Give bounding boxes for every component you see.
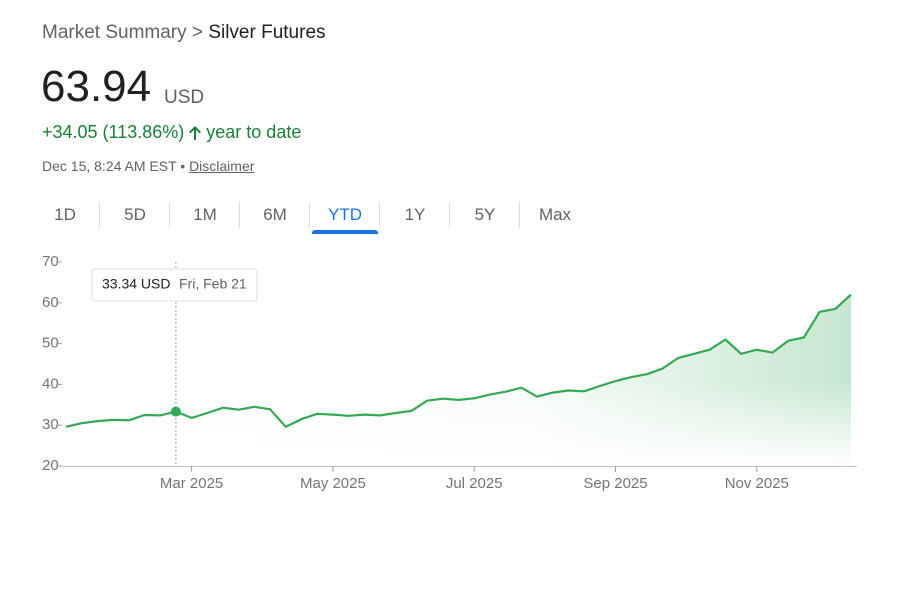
y-tick-label: 20	[42, 457, 59, 474]
breadcrumb-current: Silver Futures	[208, 22, 326, 43]
range-tab[interactable]: 1Y	[380, 200, 450, 232]
y-tick-label: 70	[42, 253, 59, 270]
range-tabs: 1D 5D 1M 6M YTD 1Y 5Y Max	[30, 200, 590, 234]
x-tick-label: Mar 2025	[160, 475, 223, 492]
breadcrumb-parent[interactable]: Market Summary	[42, 22, 187, 43]
hover-point	[170, 406, 181, 417]
breadcrumb-separator: >	[191, 22, 204, 43]
timestamp-row: Dec 15, 8:24 AM EST • Disclaimer	[42, 158, 254, 174]
tooltip-date: Fri, Feb 21	[179, 276, 247, 292]
price: 63.94	[41, 62, 152, 111]
x-tick-label: May 2025	[300, 475, 366, 492]
y-tick-label: 50	[42, 335, 59, 352]
up-arrow	[189, 125, 202, 140]
change-value: +34.05 (113.86%)	[42, 122, 185, 142]
area-fade	[62, 382, 857, 466]
range-tab[interactable]: 6M	[240, 200, 310, 232]
range-tab[interactable]: YTD	[310, 200, 380, 234]
tooltip-box	[91, 268, 258, 302]
tooltip: 33.34 USD Fri, Feb 21	[91, 268, 258, 302]
change-period: year to date	[206, 122, 302, 142]
area	[66, 294, 851, 466]
change: +34.05 (113.86%) year to date	[42, 122, 301, 143]
y-tick-label: 60	[42, 294, 59, 311]
x-tick-label: Sep 2025	[583, 475, 647, 492]
currency: USD	[164, 87, 205, 108]
breadcrumb: Market Summary > Silver Futures	[42, 22, 326, 44]
x-tick-label: Jul 2025	[446, 475, 503, 492]
y-tick-label: 40	[42, 375, 59, 392]
y-tick-label: 30	[42, 416, 59, 433]
x-tick-label: Nov 2025	[725, 475, 789, 492]
timestamp: Dec 15, 8:24 AM EST •	[42, 158, 186, 174]
range-tab[interactable]: 1M	[170, 200, 240, 232]
range-tab[interactable]: 1D	[30, 200, 100, 232]
disclaimer-link[interactable]: Disclaimer	[189, 158, 255, 174]
range-tab[interactable]: 5D	[100, 200, 170, 232]
range-tab[interactable]: Max	[538, 205, 572, 224]
tooltip-value: 33.34 USD	[102, 276, 170, 292]
price-line	[65, 293, 852, 428]
range-tab[interactable]: 5Y	[450, 200, 520, 232]
